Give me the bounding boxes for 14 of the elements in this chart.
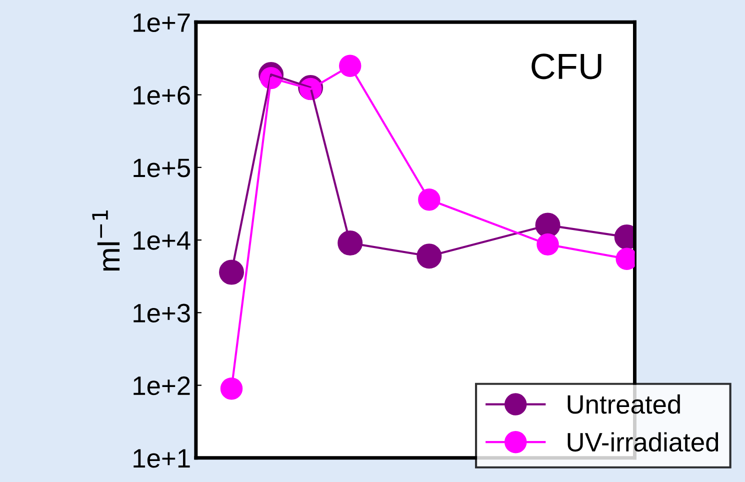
y-tick-label: 1e+2 xyxy=(134,376,190,396)
legend-label: UV-irradiated xyxy=(568,432,718,452)
y-tick-label: 1e+6 xyxy=(134,86,190,105)
annotation: CFU xyxy=(532,54,602,80)
y-tick-label: 1e+7 xyxy=(134,14,190,32)
point xyxy=(220,377,243,400)
y-tick-label: 1e+5 xyxy=(134,158,190,178)
y-tick-label: 1e+4 xyxy=(134,231,190,250)
y-tick-label: 1e+1 xyxy=(134,449,190,468)
y-axis-title: ml$^{−1}$ xyxy=(92,210,120,271)
legend-label: Untreated xyxy=(568,394,680,414)
y-tick-label: 1e+3 xyxy=(134,304,190,322)
point xyxy=(416,244,442,269)
point xyxy=(219,260,244,285)
